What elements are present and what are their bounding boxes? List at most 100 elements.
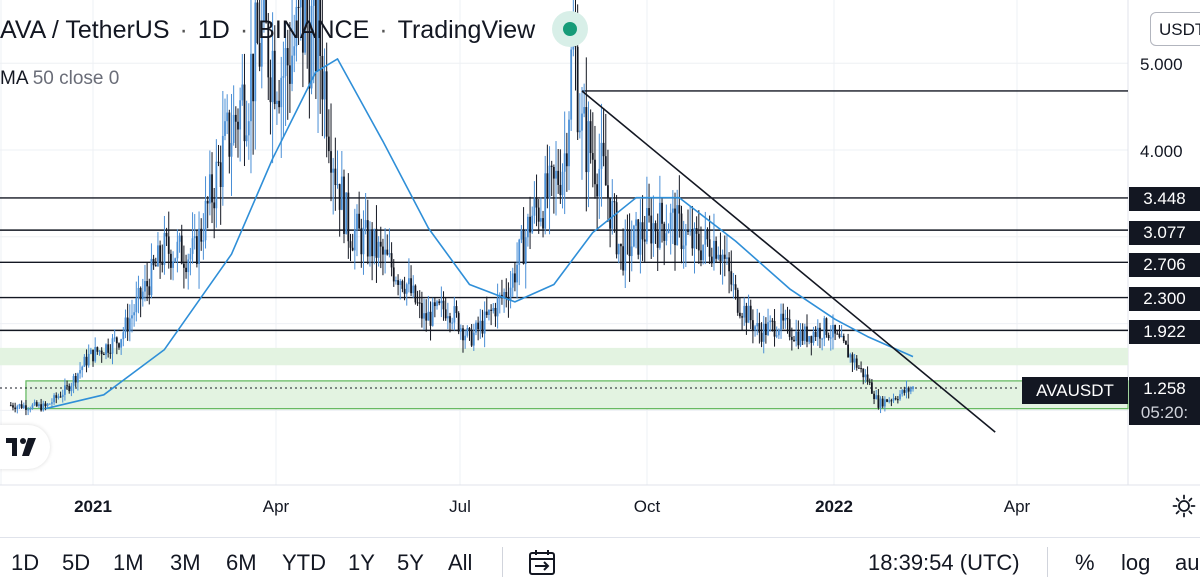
candle-body bbox=[511, 273, 514, 288]
candle-body bbox=[743, 305, 746, 318]
range-5d-button[interactable]: 5D bbox=[62, 550, 91, 575]
candle-body bbox=[708, 239, 711, 257]
candle-body bbox=[390, 253, 393, 268]
candle-body bbox=[769, 320, 772, 323]
candle-body bbox=[369, 231, 371, 257]
candle-body bbox=[423, 313, 425, 319]
tradingview-logo-icon bbox=[6, 438, 36, 456]
candle-body bbox=[163, 232, 166, 265]
candle-body bbox=[408, 278, 410, 285]
candle-body bbox=[667, 229, 670, 234]
candle-body bbox=[53, 395, 55, 403]
candle-body bbox=[72, 376, 75, 386]
candle-body bbox=[788, 319, 791, 337]
moving-average bbox=[45, 58, 914, 410]
candle-body bbox=[68, 385, 71, 392]
candle-body bbox=[46, 403, 49, 407]
candle-body bbox=[581, 113, 583, 131]
candle-body bbox=[684, 230, 687, 246]
candle-body bbox=[704, 229, 707, 245]
candle-body bbox=[663, 223, 666, 241]
candle-body bbox=[189, 253, 192, 260]
candle-body bbox=[762, 323, 765, 342]
candle-body bbox=[604, 156, 607, 186]
chart-title[interactable]: AVA / TetherUS · 1D · BINANCE · TradingV… bbox=[0, 12, 535, 48]
candle-body bbox=[635, 219, 637, 226]
auto-scale-toggle[interactable]: au bbox=[1175, 550, 1200, 575]
range-all-button[interactable]: All bbox=[448, 550, 473, 575]
candle-body bbox=[797, 331, 800, 346]
interval-label[interactable]: 1D bbox=[197, 15, 230, 44]
candle-body bbox=[323, 71, 326, 100]
candle-body bbox=[652, 223, 655, 244]
symbol-name[interactable]: AVA / TetherUS bbox=[0, 15, 170, 44]
range-1d-button[interactable]: 1D bbox=[11, 550, 40, 575]
candle-body bbox=[728, 257, 731, 272]
candle-body bbox=[366, 220, 369, 257]
candle-body bbox=[436, 301, 438, 307]
candle-body bbox=[777, 330, 780, 336]
candle-body bbox=[801, 331, 804, 341]
candle-body bbox=[628, 230, 631, 257]
candle-body bbox=[115, 337, 118, 344]
range-ytd-button[interactable]: YTD bbox=[282, 550, 326, 575]
candle-body bbox=[539, 218, 542, 222]
lower-support-zone bbox=[25, 380, 1129, 410]
candle-body bbox=[234, 114, 237, 122]
candle-body bbox=[85, 356, 88, 366]
candle-body bbox=[286, 48, 289, 66]
candle-body bbox=[823, 318, 826, 339]
candle-body bbox=[55, 395, 58, 398]
candle-body bbox=[170, 253, 172, 268]
indicator-legend[interactable]: MA 50 close 0 bbox=[0, 68, 119, 90]
level-price-badge: 3.448 bbox=[1129, 187, 1200, 211]
candle-body bbox=[57, 396, 60, 398]
candle-body bbox=[568, 119, 570, 167]
candle-body bbox=[332, 168, 335, 173]
candle-body bbox=[87, 353, 90, 366]
candle-body bbox=[477, 322, 480, 330]
candle-body bbox=[349, 241, 352, 248]
range-1y-button[interactable]: 1Y bbox=[348, 550, 375, 575]
candle-body bbox=[40, 404, 43, 411]
candle-body bbox=[345, 192, 348, 234]
candle-body bbox=[340, 176, 343, 210]
candle-body bbox=[613, 201, 616, 203]
utc-clock[interactable]: 18:39:54 (UTC) bbox=[868, 550, 1020, 575]
candle-body bbox=[855, 358, 858, 368]
time-axis-label: 2021 bbox=[74, 497, 112, 516]
currency-button[interactable]: USDT bbox=[1150, 12, 1200, 46]
candle-body bbox=[449, 316, 451, 323]
candle-body bbox=[135, 298, 138, 313]
candle-body bbox=[799, 331, 802, 346]
candlesticks bbox=[9, 0, 914, 416]
candle-body bbox=[416, 302, 419, 304]
candle-body bbox=[14, 407, 17, 410]
title-separator-dot: · bbox=[239, 15, 249, 44]
calendar-arrow-icon[interactable] bbox=[528, 549, 558, 577]
range-5y-button[interactable]: 5Y bbox=[397, 550, 424, 575]
candle-body bbox=[347, 192, 350, 242]
candle-body bbox=[61, 394, 64, 397]
candle-body bbox=[682, 245, 685, 250]
candle-body bbox=[879, 398, 882, 408]
candle-body bbox=[304, 0, 306, 53]
candle-body bbox=[503, 292, 505, 298]
candle-body bbox=[505, 292, 508, 298]
settings-gear-icon[interactable] bbox=[1172, 494, 1196, 518]
candle-body bbox=[137, 287, 140, 299]
tradingview-logo[interactable] bbox=[0, 425, 50, 469]
candle-body bbox=[213, 202, 216, 209]
percent-scale-toggle[interactable]: % bbox=[1075, 550, 1095, 575]
candle-body bbox=[691, 229, 694, 249]
candle-body bbox=[892, 398, 895, 401]
range-3m-button[interactable]: 3M bbox=[170, 550, 201, 575]
candle-body bbox=[680, 213, 683, 250]
log-scale-toggle[interactable]: log bbox=[1121, 550, 1151, 575]
candle-body bbox=[131, 315, 133, 319]
range-1m-button[interactable]: 1M bbox=[113, 550, 144, 575]
candle-body bbox=[847, 344, 849, 358]
range-6m-button[interactable]: 6M bbox=[226, 550, 257, 575]
candle-body bbox=[76, 373, 79, 383]
